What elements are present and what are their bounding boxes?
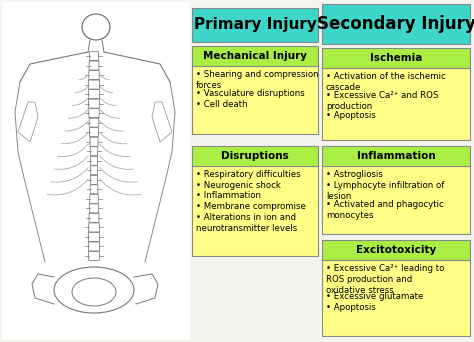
Text: • Activated and phagocytic
monocytes: • Activated and phagocytic monocytes [326, 200, 444, 220]
FancyBboxPatch shape [89, 251, 100, 261]
Bar [322, 166, 470, 234]
Text: Secondary Injury: Secondary Injury [317, 15, 474, 33]
Text: • Inflammation: • Inflammation [196, 192, 261, 200]
Bar [322, 240, 470, 260]
FancyBboxPatch shape [89, 118, 99, 127]
FancyBboxPatch shape [91, 156, 98, 165]
Bar [322, 146, 470, 166]
Bar [192, 146, 318, 166]
Text: • Excessive Ca²⁺ leading to
ROS production and
oxidative stress: • Excessive Ca²⁺ leading to ROS producti… [326, 264, 444, 295]
Bar [322, 68, 470, 140]
Bar [192, 46, 318, 66]
Text: • Shearing and compression
forces: • Shearing and compression forces [196, 70, 319, 90]
Text: • Membrane compromise: • Membrane compromise [196, 202, 306, 211]
Text: Excitotoxicity: Excitotoxicity [356, 245, 436, 255]
FancyBboxPatch shape [89, 90, 100, 98]
FancyBboxPatch shape [90, 194, 98, 203]
Text: • Activation of the ischemic
cascade: • Activation of the ischemic cascade [326, 72, 446, 92]
Text: • Lymphocyte infiltration of
lesion: • Lymphocyte infiltration of lesion [326, 181, 444, 201]
FancyBboxPatch shape [89, 70, 99, 80]
FancyBboxPatch shape [91, 175, 98, 184]
Text: Ischemia: Ischemia [370, 53, 422, 63]
FancyBboxPatch shape [90, 52, 99, 61]
Text: • Apoptosis: • Apoptosis [326, 303, 376, 312]
Text: • Cell death: • Cell death [196, 100, 247, 109]
FancyBboxPatch shape [91, 166, 98, 175]
Text: • Apoptosis: • Apoptosis [326, 111, 376, 120]
FancyBboxPatch shape [89, 109, 99, 118]
Text: Mechanical Injury: Mechanical Injury [203, 51, 307, 61]
Text: Disruptions: Disruptions [221, 151, 289, 161]
FancyBboxPatch shape [89, 80, 100, 89]
Bar [192, 66, 318, 134]
FancyBboxPatch shape [89, 61, 99, 70]
FancyBboxPatch shape [90, 128, 99, 137]
FancyBboxPatch shape [90, 137, 98, 146]
FancyBboxPatch shape [89, 242, 100, 251]
Text: • Astrogliosis: • Astrogliosis [326, 170, 383, 179]
FancyBboxPatch shape [89, 213, 99, 222]
Bar [322, 260, 470, 336]
Text: • Excessive Ca²⁺ and ROS
production: • Excessive Ca²⁺ and ROS production [326, 91, 438, 111]
FancyBboxPatch shape [90, 147, 98, 156]
FancyBboxPatch shape [90, 185, 98, 194]
Bar [322, 4, 470, 44]
Bar [322, 48, 470, 68]
Text: Primary Injury: Primary Injury [193, 17, 317, 32]
FancyBboxPatch shape [89, 223, 99, 232]
Bar [192, 8, 318, 42]
Bar [192, 166, 318, 256]
Text: • Vasculature disruptions: • Vasculature disruptions [196, 89, 305, 98]
Bar [2, 2, 190, 340]
Text: Inflammation: Inflammation [356, 151, 436, 161]
FancyBboxPatch shape [90, 204, 99, 213]
FancyBboxPatch shape [89, 233, 100, 241]
Text: • Neurogenic shock: • Neurogenic shock [196, 181, 281, 190]
FancyBboxPatch shape [89, 99, 100, 108]
Text: • Alterations in ion and
neurotransmitter levels: • Alterations in ion and neurotransmitte… [196, 213, 297, 233]
Text: • Excessive glutamate: • Excessive glutamate [326, 292, 423, 301]
Text: • Respiratory difficulties: • Respiratory difficulties [196, 170, 301, 179]
